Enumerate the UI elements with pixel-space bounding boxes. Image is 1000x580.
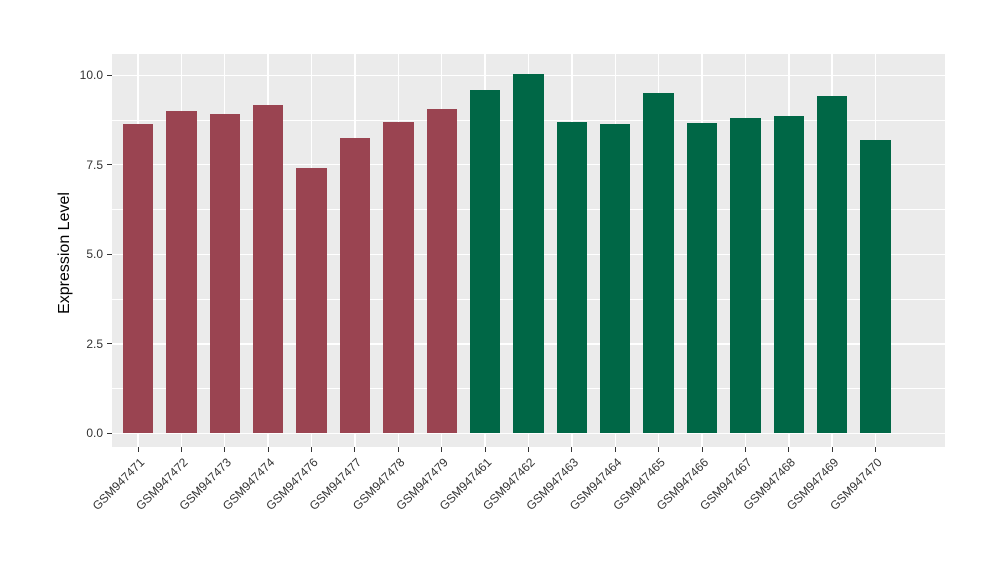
bar: [773, 116, 804, 434]
bar: [600, 124, 631, 434]
plot-panel: [112, 54, 945, 447]
x-axis-tick: [658, 447, 660, 452]
bar: [383, 122, 414, 434]
bar: [686, 123, 718, 434]
bar: [556, 122, 588, 434]
bar: [730, 118, 761, 434]
y-axis-tick: [107, 432, 112, 434]
x-axis-tick: [267, 447, 269, 452]
y-tick-label: 2.5: [86, 336, 103, 351]
x-axis-tick: [180, 447, 182, 452]
x-axis-tick: [311, 447, 313, 452]
x-axis-tick: [354, 447, 356, 452]
bar: [469, 89, 501, 434]
bar: [296, 167, 327, 434]
bar: [860, 140, 891, 434]
x-tick-label: GSM947466: [653, 455, 712, 513]
x-tick-label: GSM947477: [306, 455, 365, 513]
bar: [166, 111, 197, 434]
bar: [513, 74, 544, 434]
x-axis-tick: [397, 447, 399, 452]
bar: [122, 124, 154, 434]
x-axis-tick: [875, 447, 877, 452]
x-axis-tick: [744, 447, 746, 452]
bar: [209, 114, 240, 434]
y-axis-tick: [107, 253, 112, 255]
x-axis-tick: [571, 447, 573, 452]
y-tick-label: 7.5: [86, 157, 103, 172]
y-axis-tick: [107, 164, 112, 166]
x-axis-tick: [441, 447, 443, 452]
x-axis-tick: [831, 447, 833, 452]
x-axis-tick: [484, 447, 486, 452]
x-axis-tick: [614, 447, 616, 452]
x-axis-tick: [528, 447, 529, 452]
x-axis-tick: [701, 447, 703, 452]
x-axis-tick: [788, 447, 790, 452]
bar: [426, 108, 457, 434]
bar: [253, 105, 284, 434]
y-axis-tick: [107, 74, 112, 76]
x-axis-tick: [224, 447, 226, 452]
y-tick-label: 5.0: [86, 247, 103, 262]
bar: [643, 93, 674, 434]
bar: [817, 95, 848, 434]
y-axis-tick: [107, 343, 112, 345]
y-tick-label: 10.0: [79, 68, 103, 83]
y-tick-label: 0.0: [86, 426, 103, 441]
bar: [339, 137, 371, 434]
x-axis-tick: [137, 447, 139, 452]
